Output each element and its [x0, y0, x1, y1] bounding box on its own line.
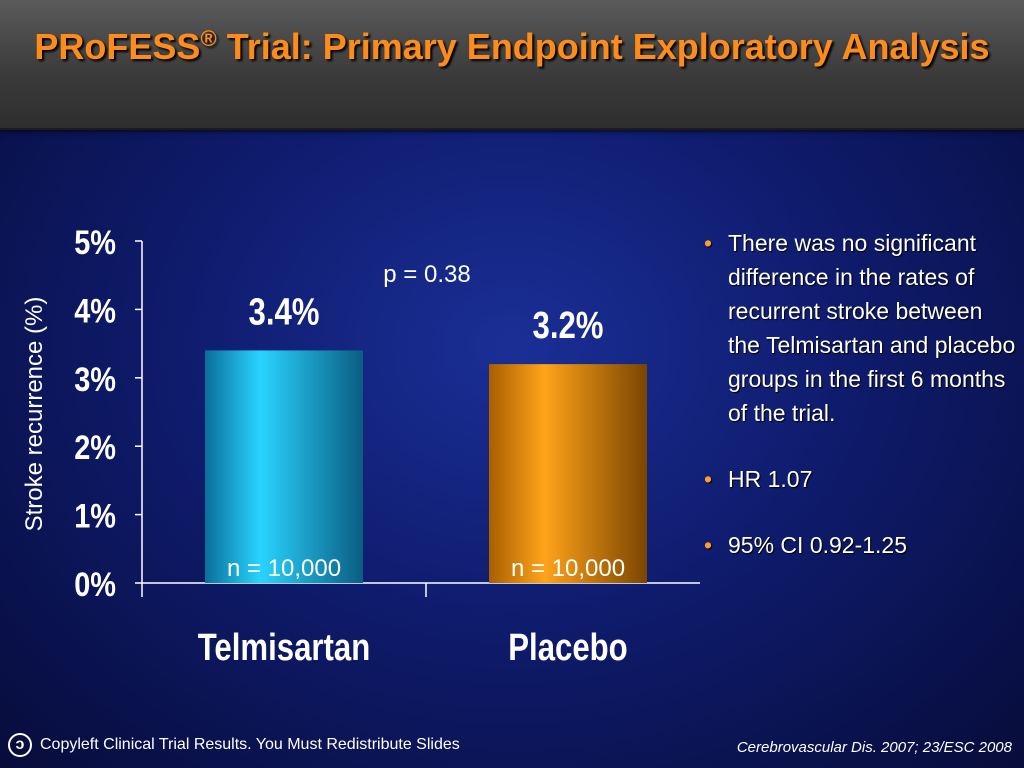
y-axis-label: Stroke recurrence (%) [21, 297, 48, 532]
copyleft-notice: ↄ Copyleft Clinical Trial Results. You M… [8, 733, 460, 757]
bar-n-label: n = 10,000 [511, 555, 625, 582]
bullet-item: HR 1.07 [700, 462, 1020, 496]
y-tick-label: 1% [74, 496, 116, 535]
citation: Cerebrovascular Dis. 2007; 23/ESC 2008 [736, 739, 1012, 756]
bar-n-label: n = 10,000 [227, 555, 341, 582]
y-tick-label: 4% [74, 291, 116, 330]
title-brand: PRoFESS [34, 26, 201, 67]
registered-mark: ® [200, 26, 217, 51]
header-bar: PRoFESS® Trial: Primary Endpoint Explora… [0, 0, 1024, 130]
y-tick-label: 3% [74, 360, 116, 399]
x-category-label: Placebo [508, 627, 627, 669]
y-tick-label: 0% [74, 565, 116, 604]
x-category-label: Telmisartan [198, 627, 371, 669]
bar-chart: 0% 1% 2% 3% 4% 5% 3.4% n = 10,000 Telmisartan 3.2… [21, 223, 647, 669]
y-tick-label: 2% [74, 428, 116, 467]
copyleft-icon: ↄ [8, 733, 32, 757]
slide-title: PRoFESS® Trial: Primary Endpoint Explora… [20, 14, 1004, 72]
p-value-annotation: p = 0.38 [383, 261, 470, 288]
y-tick-label: 5% [74, 223, 116, 262]
bullet-item: 95% CI 0.92-1.25 [700, 528, 1020, 562]
copyleft-text: Copyleft Clinical Trial Results. You Mus… [40, 736, 460, 753]
bar-telmisartan [205, 350, 363, 583]
bar-value-label: 3.2% [533, 305, 604, 347]
title-rest: Trial: Primary Endpoint Exploratory Anal… [226, 26, 990, 67]
bullet-list: There was no significant difference in t… [700, 226, 1020, 594]
bar-value-label: 3.4% [249, 292, 320, 334]
bullet-item: There was no significant difference in t… [700, 226, 1020, 430]
bar-placebo [489, 364, 647, 583]
